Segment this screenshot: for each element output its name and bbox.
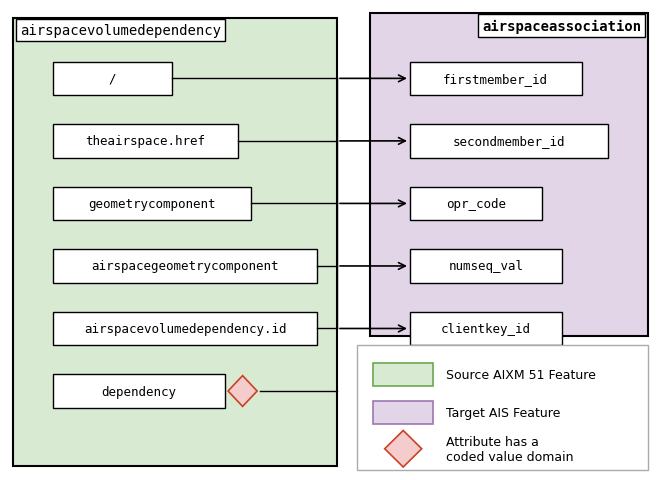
Bar: [410, 125, 608, 158]
Text: airspacevolumedependency.id: airspacevolumedependency.id: [84, 322, 286, 336]
Text: dependency: dependency: [101, 384, 176, 398]
Polygon shape: [228, 376, 257, 407]
Text: airspacevolumedependency: airspacevolumedependency: [20, 24, 221, 38]
Text: secondmember_id: secondmember_id: [453, 135, 565, 148]
Polygon shape: [385, 431, 422, 467]
Text: opr_code: opr_code: [446, 197, 506, 211]
Text: geometrycomponent: geometrycomponent: [89, 197, 215, 211]
Text: airspacegeometrycomponent: airspacegeometrycomponent: [91, 260, 279, 273]
Bar: [53, 374, 225, 408]
Bar: [370, 14, 648, 336]
Bar: [373, 363, 433, 386]
Bar: [373, 401, 433, 424]
Text: Source AIXM 51 Feature: Source AIXM 51 Feature: [446, 368, 596, 381]
Text: airspaceassociation: airspaceassociation: [482, 19, 641, 34]
Text: /: /: [108, 72, 116, 86]
Text: Attribute has a
coded value domain: Attribute has a coded value domain: [446, 435, 574, 463]
Text: clientkey_id: clientkey_id: [441, 322, 531, 336]
Text: firstmember_id: firstmember_id: [444, 72, 548, 86]
Bar: [53, 250, 317, 283]
Bar: [410, 312, 562, 346]
Text: numseq_val: numseq_val: [448, 260, 524, 273]
Bar: [410, 187, 542, 221]
Bar: [53, 312, 317, 346]
Bar: [53, 125, 238, 158]
Bar: [53, 62, 172, 96]
Bar: [13, 19, 337, 466]
Text: theairspace.href: theairspace.href: [85, 135, 206, 148]
Bar: [410, 62, 582, 96]
Bar: [53, 187, 251, 221]
Bar: [357, 346, 648, 470]
Text: Target AIS Feature: Target AIS Feature: [446, 406, 561, 420]
Bar: [410, 250, 562, 283]
